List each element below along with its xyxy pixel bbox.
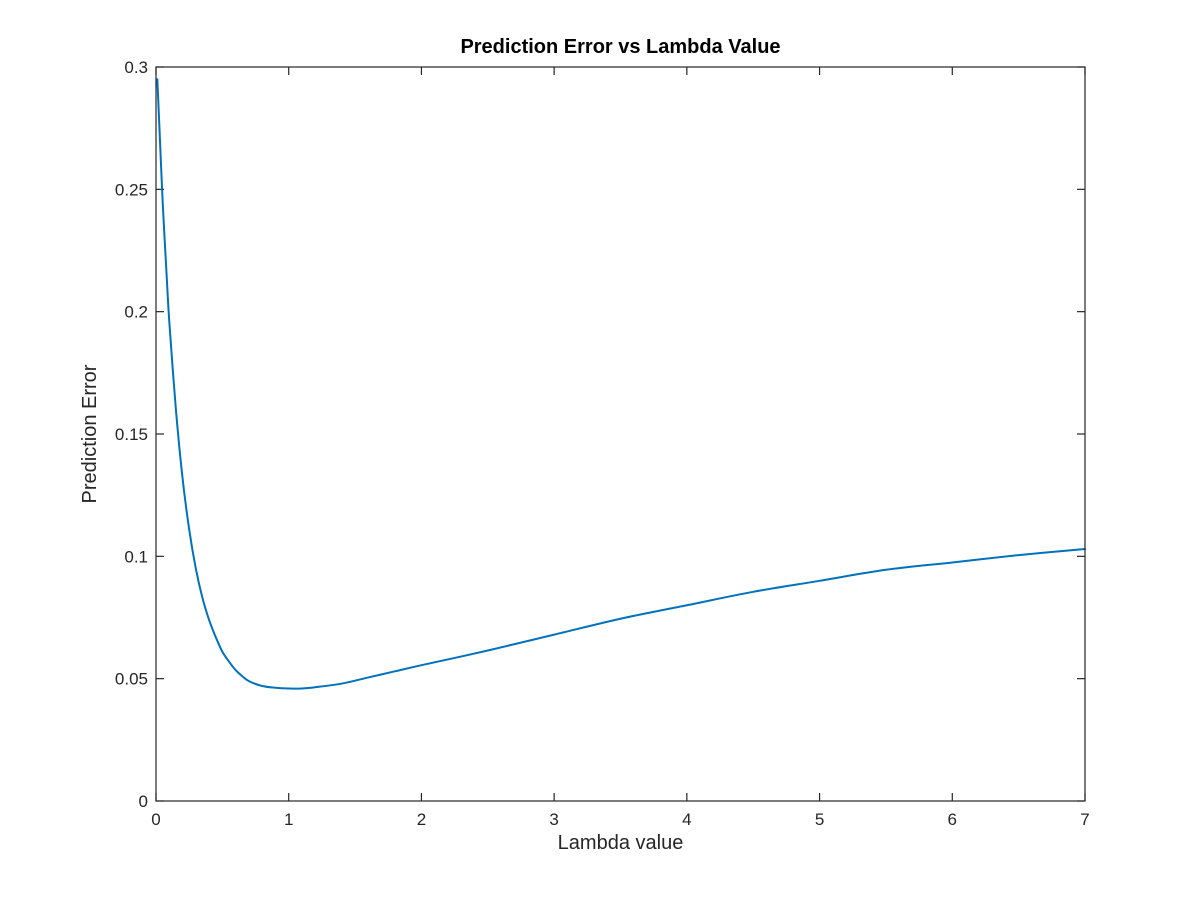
x-tick-label: 2 — [417, 810, 426, 829]
axes-box — [155, 66, 1086, 802]
plot-area — [156, 67, 1085, 801]
x-tick-label: 0 — [151, 810, 160, 829]
x-tick-label: 4 — [682, 810, 691, 829]
x-tick-label: 7 — [1080, 810, 1089, 829]
x-tick-label: 6 — [948, 810, 957, 829]
x-tick-label: 1 — [284, 810, 293, 829]
x-axis-label: Lambda value — [558, 832, 684, 854]
x-tick-label: 3 — [549, 810, 558, 829]
y-tick-label: 0 — [139, 792, 148, 811]
x-axis-ticks: 0 1 2 3 4 5 6 7 — [151, 67, 1090, 829]
x-tick-label: 5 — [815, 810, 824, 829]
y-axis-label: Prediction Error — [79, 364, 101, 503]
y-tick-label: 0.15 — [115, 425, 148, 444]
y-tick-label: 0.3 — [124, 58, 148, 77]
y-tick-label: 0.05 — [115, 670, 148, 689]
series-line — [156, 78, 1086, 690]
chart-title: Prediction Error vs Lambda Value — [460, 36, 780, 58]
y-tick-label: 0.1 — [124, 547, 148, 566]
y-tick-label: 0.25 — [115, 180, 148, 199]
y-tick-label: 0.2 — [124, 303, 148, 322]
